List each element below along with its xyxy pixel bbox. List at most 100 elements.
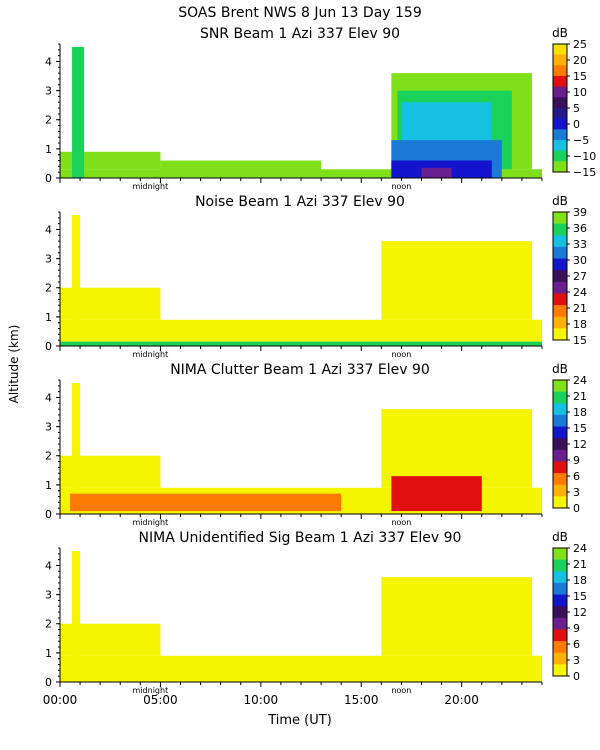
colorbar-swatch [553,76,567,88]
data-cell [72,214,81,346]
x-tick-label: 10:00 [244,693,279,707]
data-cell [60,169,542,178]
data-cell [381,241,532,320]
time-marker-label: midnight [133,518,169,527]
colorbar-tick-label: 15 [573,334,587,347]
colorbar-swatch [553,559,567,572]
y-tick-label: 3 [45,589,52,602]
colorbar-swatch [553,449,567,462]
colorbar-tick-label: 33 [573,238,587,251]
colorbar-swatch [553,316,567,329]
y-tick-label: 3 [45,421,52,434]
time-marker-label: midnight [133,350,169,359]
colorbar-tick-label: 3 [573,486,580,499]
colorbar-swatch [553,461,567,474]
panel-title: SNR Beam 1 Azi 337 Elev 90 [200,26,400,42]
data-cell [70,493,342,512]
time-marker-label: noon [391,518,411,527]
colorbar-tick-label: −15 [573,166,596,179]
y-tick-label: 1 [45,311,52,324]
colorbar-swatch [553,44,567,56]
colorbar-tick-label: 9 [573,454,580,467]
y-tick-label: 3 [45,85,52,98]
data-cell [381,409,532,488]
colorbar-swatch [553,246,567,260]
colorbar-tick-label: 18 [573,318,587,331]
colorbar-swatch [553,664,567,677]
colorbar-swatch [553,414,567,428]
colorbar-swatch [553,403,567,416]
colorbar-tick-label: −10 [573,150,596,163]
colorbar-tick-label: 18 [573,406,587,419]
y-tick-label: 4 [45,391,52,404]
colorbar-swatch [553,496,567,509]
y-tick-label: 4 [45,559,52,572]
colorbar-tick-label: 12 [573,438,587,451]
time-marker-label: noon [391,350,411,359]
colorbar-swatch [553,97,567,109]
colorbar-tick-label: 21 [573,390,587,403]
colorbar-tick-label: 21 [573,302,587,315]
colorbar-swatch [553,140,567,152]
colorbar-swatch [553,223,567,236]
y-tick-label: 2 [45,450,52,463]
colorbar-swatch [553,293,567,306]
colorbar-tick-label: 5 [573,102,580,115]
colorbar-tick-label: 39 [573,206,587,219]
x-tick-label: 05:00 [143,693,178,707]
colorbar-swatch [553,258,567,271]
y-tick-label: 1 [45,143,52,156]
colorbar-tick-label: 9 [573,622,580,635]
y-tick-label: 2 [45,114,52,127]
colorbar-swatch [553,594,567,607]
panel-title: Noise Beam 1 Azi 337 Elev 90 [195,194,405,210]
colorbar-tick-label: 15 [573,70,587,83]
x-tick-label: 20:00 [444,693,479,707]
y-tick-label: 0 [45,340,52,353]
x-tick-label: 00:00 [43,693,78,707]
data-cell [72,382,81,514]
data-cell [72,46,85,179]
data-cell [160,160,322,173]
data-cell [381,577,532,656]
data-cell [391,476,482,512]
colorbar-swatch [553,108,567,120]
colorbar-tick-label: 10 [573,86,587,99]
colorbar-swatch [553,65,567,77]
time-marker-label: midnight [133,686,169,695]
colorbar-swatch [553,617,567,630]
colorbar-swatch [553,548,567,561]
colorbar-swatch [553,281,567,294]
data-cell [421,167,452,178]
colorbar-tick-label: 15 [573,590,587,603]
panel-1: SNR Beam 1 Azi 337 Elev 90 0 1 2 3 4 midnight n… [45,26,596,191]
colorbar-tick-label: −5 [573,134,589,147]
y-axis-label: Altitude (km) [7,325,21,404]
colorbar-swatch [553,582,567,596]
y-tick-label: 2 [45,618,52,631]
colorbar-tick-label: 30 [573,254,587,267]
colorbar-swatch [553,270,567,283]
colorbar-swatch [553,606,567,619]
colorbar-swatch [553,380,567,393]
colorbar-swatch [553,629,567,642]
data-cell [72,550,81,682]
y-tick-label: 2 [45,282,52,295]
colorbar-tick-label: 6 [573,470,580,483]
colorbar-swatch [553,641,567,654]
x-tick-label: 15:00 [344,693,379,707]
colorbar-tick-label: 24 [573,286,587,299]
time-marker-label: noon [391,182,411,191]
colorbar-tick-label: 24 [573,374,587,387]
colorbar-unit: dB [552,194,568,208]
y-tick-label: 0 [45,508,52,521]
colorbar-swatch [553,235,567,248]
time-marker-label: midnight [133,182,169,191]
colorbar-swatch [553,426,567,439]
data-cell [60,151,161,170]
figure-title: SOAS Brent NWS 8 Jun 13 Day 159 [178,5,421,21]
colorbar-tick-label: 36 [573,222,587,235]
y-tick-label: 0 [45,676,52,689]
